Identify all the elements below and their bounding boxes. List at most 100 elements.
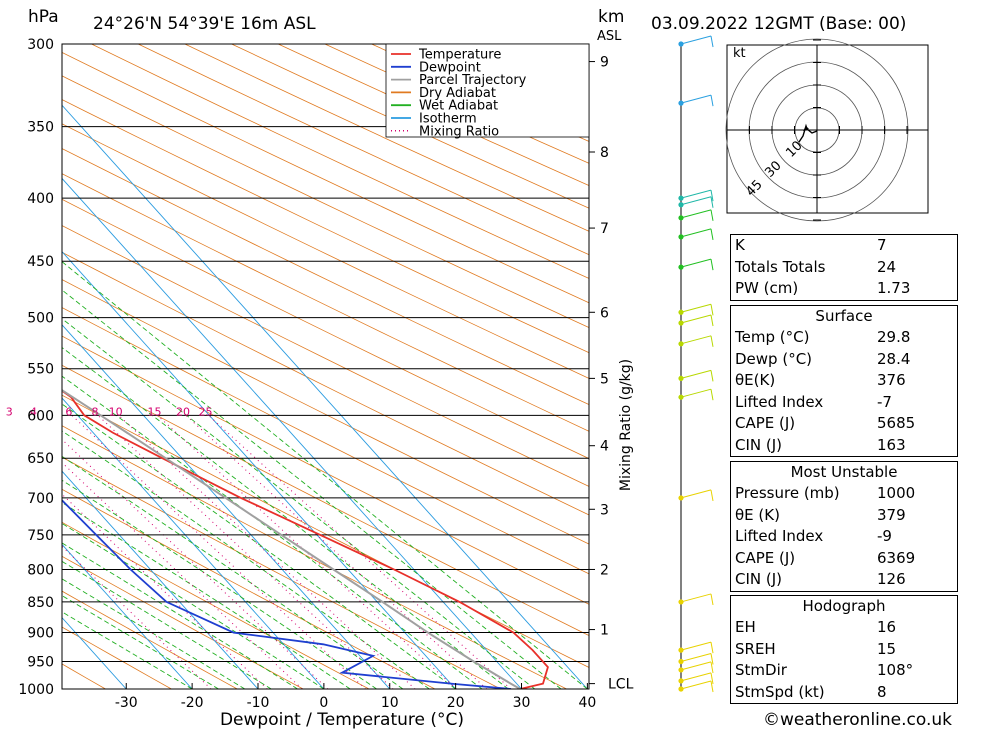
wind-barb — [680, 209, 712, 219]
dry-adiabat — [62, 626, 172, 689]
pressure-gridlines — [62, 43, 589, 690]
stat-label: Lifted Index — [735, 527, 824, 545]
datetime-title: 03.09.2022 12GMT (Base: 00) — [651, 14, 906, 34]
dry-adiabat — [62, 425, 567, 689]
km-tick-label: 5 — [600, 371, 609, 387]
wind-barb — [710, 35, 714, 48]
series-temperature — [62, 389, 549, 689]
x-tick-label: -10 — [247, 695, 270, 711]
dry-adiabat — [62, 394, 589, 668]
hodograph-stats-panel: Hodograph EH 16 SREH 15 StmDir 108° StmSpd (kt)… — [730, 595, 958, 704]
legend-entry: Temperature — [418, 48, 501, 63]
wet-adiabat — [62, 522, 325, 689]
pressure-tick-label: 1000 — [18, 682, 54, 698]
wind-barb — [710, 661, 714, 674]
wet-adiabat — [62, 318, 535, 689]
stat-label: K — [735, 236, 745, 254]
stat-row: CIN (J) 163 — [731, 435, 957, 457]
mixing-ratio-line — [208, 414, 512, 689]
pressure-tick-label: 350 — [27, 120, 54, 136]
plot-frame — [61, 43, 590, 690]
isotherm — [62, 543, 193, 689]
wet-adiabat — [62, 261, 588, 689]
mixing-ratio-axis-title: Mixing Ratio (g/kg) — [618, 359, 634, 491]
km-tick-label: LCL — [608, 677, 634, 693]
stat-value: 376 — [877, 371, 906, 389]
stat-label: CAPE (J) — [735, 548, 796, 567]
wet-adiabat — [62, 578, 246, 689]
dry-adiabat — [62, 521, 370, 689]
stat-row: Pressure (mb) 1000 — [731, 483, 957, 505]
stat-label: θE (K) — [735, 505, 780, 524]
wind-barb — [680, 593, 712, 603]
isotherm — [62, 616, 127, 689]
km-tick-label: 1 — [600, 623, 609, 639]
wind-barb — [680, 335, 712, 345]
panel-heading: Most Unstable — [790, 463, 898, 481]
wind-barb — [680, 369, 712, 379]
pressure-tick-label: 650 — [27, 451, 54, 467]
mixing-ratio-label: 8 — [91, 406, 98, 419]
pressure-tick-label: 400 — [27, 191, 54, 207]
isotherm — [62, 324, 391, 689]
stat-label: CAPE (J) — [735, 414, 796, 432]
wind-barb — [710, 335, 714, 347]
pressure-tick-label: 900 — [27, 626, 54, 642]
wind-barb — [680, 388, 712, 398]
stat-row: CAPE (J) 5685 — [731, 413, 957, 435]
hpa-label: hPa — [28, 7, 59, 27]
wet-adiabat — [62, 502, 351, 689]
x-tick-label: 40 — [578, 695, 596, 711]
km-label: km — [598, 7, 624, 27]
most-unstable-panel: Most Unstable Pressure (mb) 1000 θE (K) 379 L… — [730, 461, 958, 592]
dry-adiabat — [62, 335, 589, 605]
isotherm — [62, 397, 325, 689]
km-tick-label: 3 — [600, 502, 609, 518]
legend-entry: Isotherm — [419, 112, 477, 127]
km-tick-label: 9 — [600, 55, 609, 71]
dry-adiabat — [62, 364, 589, 636]
stat-value: 16 — [877, 618, 897, 636]
wind-barb-column — [678, 35, 714, 693]
stat-value: 163 — [877, 435, 906, 454]
isotherm — [62, 177, 522, 689]
panel-heading: Hodograph — [802, 597, 886, 615]
stat-value: 379 — [877, 505, 906, 524]
asl-label: ASL — [597, 29, 622, 44]
stat-label: SREH — [735, 639, 776, 658]
wind-barb — [710, 593, 714, 606]
legend-entry: Dry Adiabat — [419, 86, 496, 101]
wet-adiabat — [62, 595, 219, 689]
dry-adiabat — [62, 456, 501, 689]
stat-value: 29.8 — [877, 328, 911, 346]
legend-entry: Dewpoint — [419, 60, 481, 75]
wind-barb — [710, 680, 714, 693]
stat-row: Lifted Index -9 — [731, 526, 957, 548]
wind-barb — [710, 190, 714, 202]
stat-row: Totals Totals 24 — [731, 257, 957, 279]
x-tick-label: -20 — [181, 695, 204, 711]
stat-value: -9 — [877, 527, 892, 545]
stat-value: -7 — [877, 392, 892, 411]
stat-value: 126 — [877, 570, 906, 588]
wet-adiabat — [62, 403, 456, 689]
dry-adiabat — [62, 488, 436, 689]
stat-row: EH 16 — [731, 617, 957, 639]
x-axis-title: Dewpoint / Temperature (°C) — [220, 710, 464, 730]
dry-adiabat — [62, 198, 589, 460]
stat-value: 1.73 — [877, 279, 911, 297]
pressure-tick-label: 300 — [27, 37, 54, 53]
pressure-tick-label: 600 — [27, 408, 54, 424]
wet-adiabat — [62, 611, 193, 689]
dry-adiabat — [62, 225, 589, 487]
stat-row: CAPE (J) 6369 — [731, 548, 957, 570]
wind-barb — [680, 489, 712, 499]
pressure-tick-label: 950 — [27, 655, 54, 671]
km-tick-label: 4 — [600, 439, 609, 455]
axes-layer: 1234681015202530035040045050055060065070… — [6, 37, 634, 711]
legend-entry: Parcel Trajectory — [419, 73, 527, 88]
wind-barb — [680, 258, 712, 268]
dry-adiabat — [62, 307, 589, 575]
